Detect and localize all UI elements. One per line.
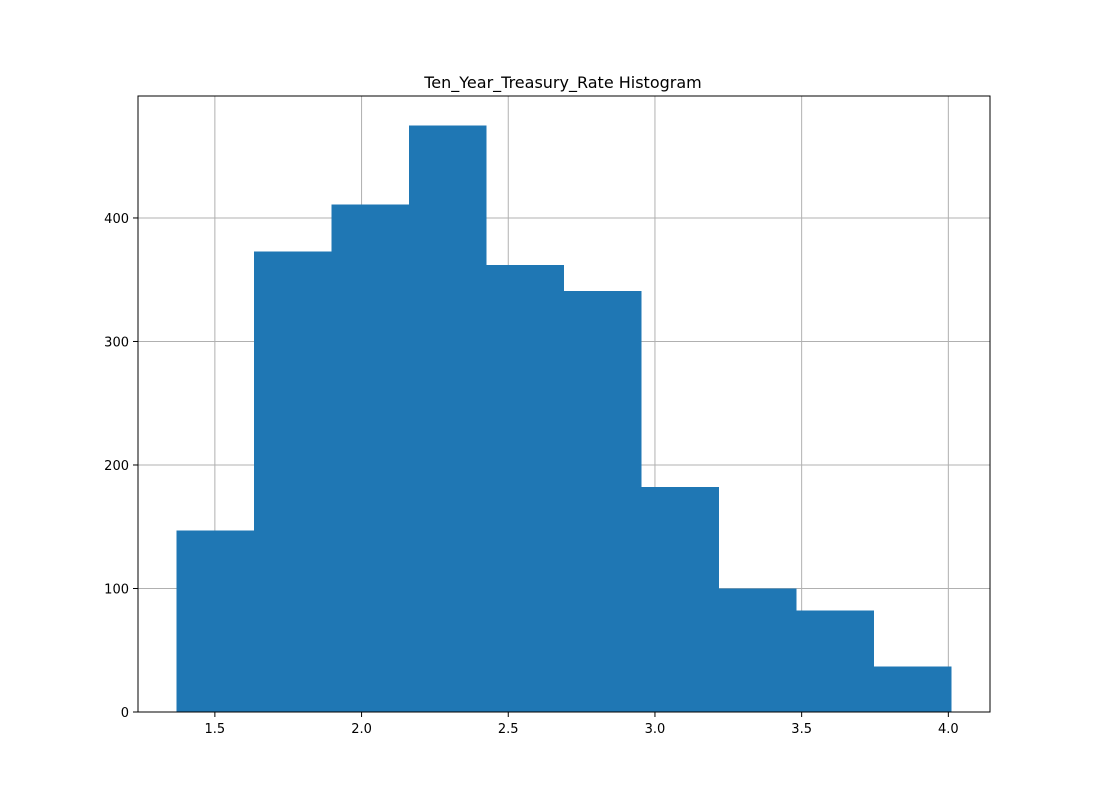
x-tick-label: 4.0 xyxy=(938,722,959,737)
axes-layer: 1.5 2.0 2.5 3.0 3.5 4.0 0 100 200 300 400 xyxy=(104,212,959,737)
histogram-bar xyxy=(873,666,952,712)
y-tick-label: 200 xyxy=(104,459,129,474)
histogram-bar xyxy=(176,530,255,712)
histogram-bar xyxy=(564,290,642,712)
histogram-bar xyxy=(409,125,487,713)
y-tick-label: 400 xyxy=(104,212,129,227)
x-tick-label: 1.5 xyxy=(205,722,226,737)
histogram-bar xyxy=(796,610,874,712)
x-tick-label: 2.5 xyxy=(498,722,519,737)
y-tick-label: 0 xyxy=(121,706,129,721)
histogram-bar xyxy=(254,251,332,712)
x-tick-label: 2.0 xyxy=(351,722,372,737)
bars-layer xyxy=(176,125,952,713)
y-tick-label: 100 xyxy=(104,582,129,597)
histogram-bar xyxy=(331,204,410,712)
x-tick-label: 3.0 xyxy=(645,722,666,737)
chart-title: Ten_Year_Treasury_Rate Histogram xyxy=(423,73,702,93)
histogram-bar xyxy=(486,264,564,712)
y-tick-label: 300 xyxy=(104,335,129,350)
histogram-bar xyxy=(718,588,797,712)
histogram-bar xyxy=(641,487,719,712)
plot-area-frame xyxy=(137,95,991,713)
x-tick-label: 3.5 xyxy=(791,722,812,737)
